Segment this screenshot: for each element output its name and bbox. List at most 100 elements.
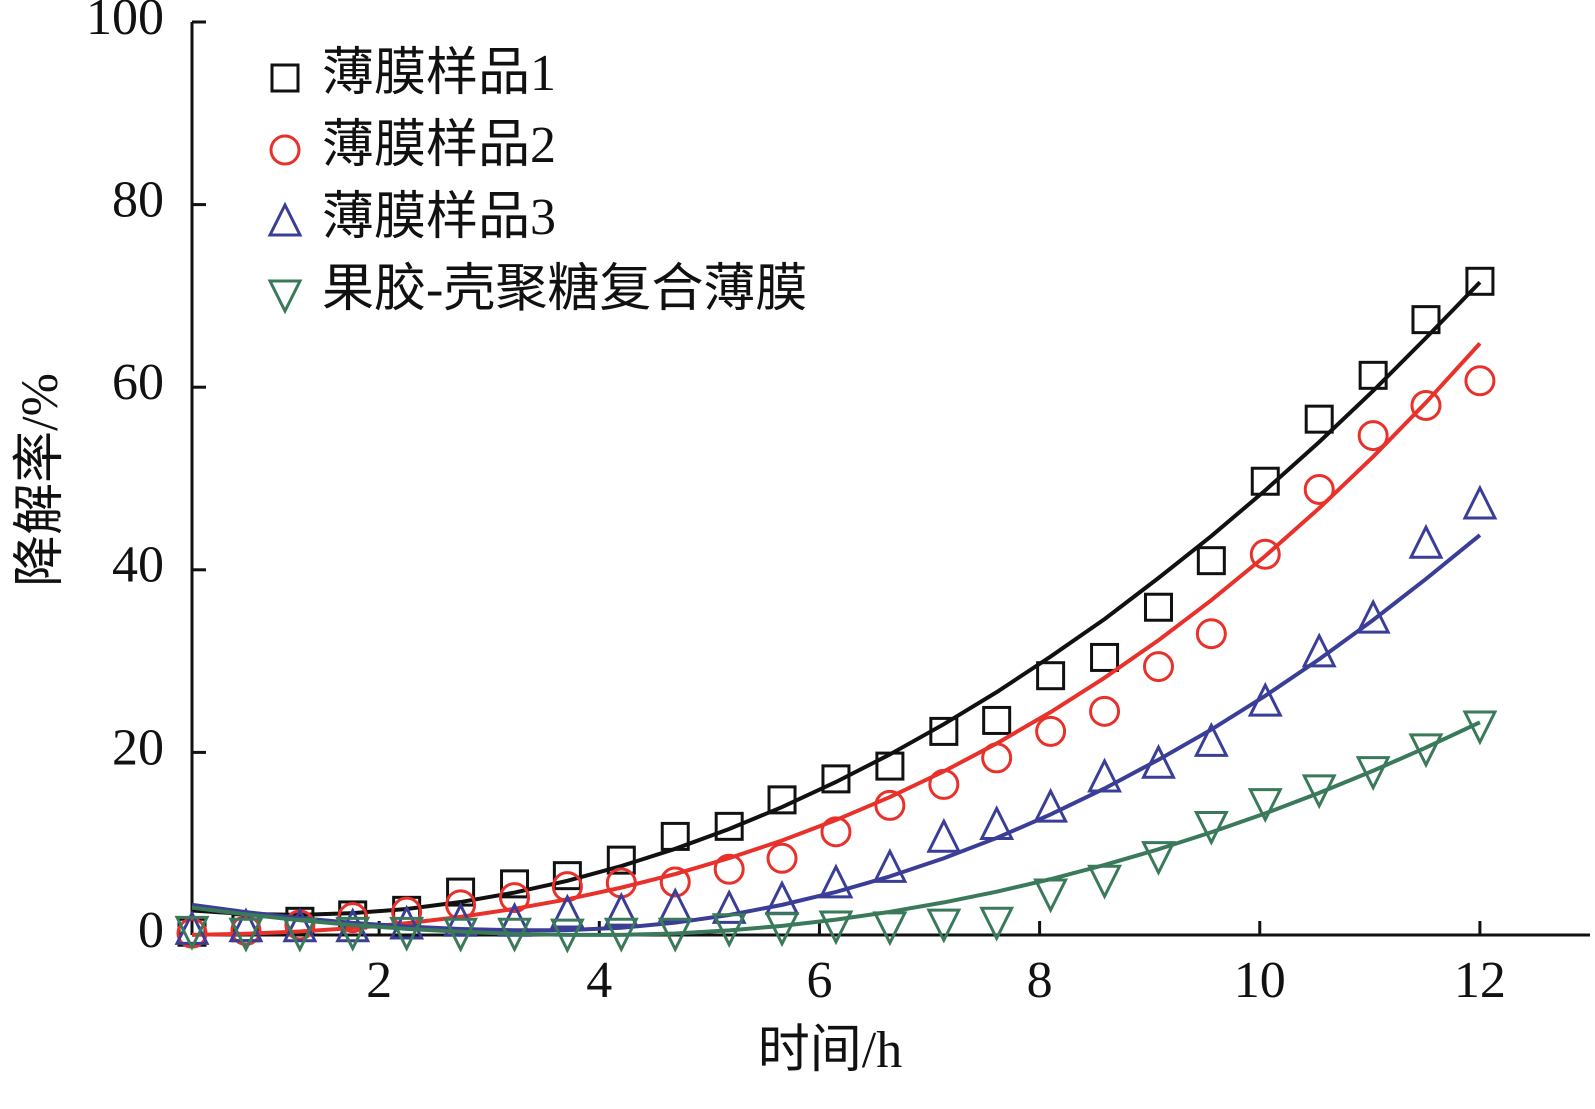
marker <box>657 917 693 953</box>
marker <box>1247 788 1283 823</box>
marker <box>821 764 851 794</box>
y-tick-label: 100 <box>86 0 164 46</box>
marker <box>1408 523 1444 559</box>
y-tick-label: 80 <box>112 172 164 229</box>
marker <box>267 279 303 315</box>
marker <box>1465 266 1495 296</box>
marker <box>1462 484 1498 520</box>
marker <box>1462 710 1498 746</box>
fit-line <box>191 720 1481 937</box>
marker <box>711 913 747 949</box>
marker <box>874 789 906 821</box>
y-tick-label: 20 <box>112 719 164 776</box>
marker <box>1143 592 1173 622</box>
marker <box>926 817 962 853</box>
marker <box>497 917 532 953</box>
marker <box>713 853 745 885</box>
marker <box>500 869 530 899</box>
marker <box>174 915 210 951</box>
marker <box>1036 661 1066 691</box>
marker <box>660 821 690 851</box>
marker <box>820 816 852 848</box>
marker <box>1195 618 1227 650</box>
marker <box>1301 774 1337 810</box>
marker <box>499 882 531 914</box>
marker <box>818 910 854 946</box>
marker <box>1193 722 1229 757</box>
x-tick-label: 12 <box>1454 952 1506 1009</box>
marker <box>1249 538 1281 570</box>
marker <box>1033 787 1069 823</box>
marker <box>766 842 798 874</box>
marker <box>1358 360 1388 390</box>
marker <box>1087 864 1122 900</box>
marker <box>335 916 371 952</box>
marker <box>1411 305 1441 335</box>
marker <box>270 63 300 93</box>
legend-label: 薄膜样品3 <box>322 189 556 246</box>
y-tick-label: 60 <box>112 354 164 411</box>
marker <box>979 805 1015 840</box>
marker <box>929 716 959 746</box>
marker <box>174 910 210 945</box>
x-tick-label: 6 <box>806 952 832 1009</box>
x-axis-label: 时间/h <box>758 1022 902 1079</box>
marker <box>551 871 583 903</box>
marker <box>981 742 1013 774</box>
marker <box>1301 632 1337 668</box>
marker <box>1087 757 1122 793</box>
marker <box>1033 878 1069 914</box>
marker <box>389 904 425 940</box>
marker <box>926 908 962 944</box>
fit-line <box>191 342 1482 937</box>
marker <box>872 911 908 947</box>
marker <box>982 705 1012 735</box>
x-tick-label: 8 <box>1027 952 1053 1009</box>
marker <box>603 891 639 927</box>
marker <box>714 811 744 841</box>
marker <box>1247 681 1283 717</box>
marker <box>282 907 318 943</box>
marker <box>1303 473 1335 505</box>
marker <box>269 134 301 166</box>
marker <box>1142 651 1174 683</box>
legend-label: 果胶-壳聚糖复合薄膜 <box>322 261 807 318</box>
x-tick-label: 2 <box>366 952 392 1009</box>
marker <box>928 768 960 800</box>
marker <box>875 751 905 781</box>
marker <box>979 906 1015 942</box>
marker <box>603 917 639 953</box>
marker <box>549 893 585 929</box>
marker <box>659 866 691 898</box>
marker <box>606 845 636 875</box>
marker <box>230 914 262 946</box>
marker <box>1464 365 1496 397</box>
x-tick-label: 10 <box>1234 952 1286 1009</box>
y-axis-label: 降解率/% <box>12 373 69 587</box>
marker <box>389 916 425 952</box>
marker <box>1408 733 1444 769</box>
marker <box>1089 695 1121 727</box>
marker <box>1357 420 1389 452</box>
marker <box>282 917 318 953</box>
marker <box>1141 841 1176 876</box>
marker <box>1141 743 1176 779</box>
marker <box>1304 404 1334 434</box>
marker <box>1355 756 1391 792</box>
legend-label: 薄膜样品1 <box>322 45 556 102</box>
x-tick-label: 4 <box>586 952 612 1009</box>
y-tick-label: 0 <box>138 902 164 959</box>
marker <box>764 912 800 948</box>
marker <box>267 201 303 237</box>
marker <box>711 889 747 924</box>
marker <box>1090 642 1120 672</box>
marker <box>552 861 582 891</box>
fit-line <box>191 533 1482 933</box>
legend-label: 薄膜样品2 <box>322 117 556 174</box>
marker <box>818 863 854 899</box>
marker <box>872 847 908 883</box>
y-tick-label: 40 <box>112 537 164 594</box>
marker <box>1410 389 1442 421</box>
marker <box>228 907 264 943</box>
